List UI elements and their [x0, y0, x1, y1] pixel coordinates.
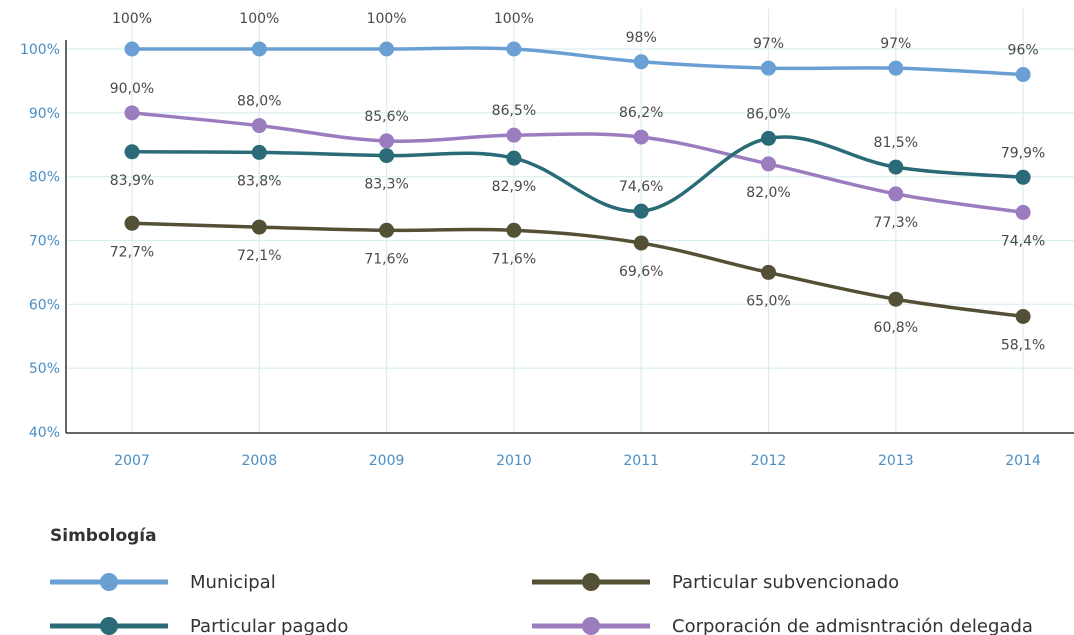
legend-swatch-marker-particular_pagado: [100, 617, 118, 635]
data-point-particular_pagado: [888, 160, 903, 175]
data-label-corporacion: 86,2%: [619, 105, 663, 121]
legend-label-particular_subvencionado: Particular subvencionado: [672, 572, 899, 593]
x-tick-label: 2013: [878, 453, 914, 469]
data-point-particular_subvencionado: [634, 236, 649, 251]
data-point-corporacion: [634, 130, 649, 145]
data-label-particular_subvencionado: 60,8%: [874, 320, 918, 336]
y-tick-label: 70%: [29, 234, 60, 250]
data-label-municipal: 100%: [367, 11, 407, 27]
data-label-municipal: 96%: [1008, 43, 1039, 59]
data-point-corporacion: [252, 118, 267, 133]
legend-swatch-marker-municipal: [100, 573, 118, 591]
data-label-municipal: 100%: [494, 11, 534, 27]
data-label-corporacion: 77,3%: [874, 215, 918, 231]
legend-label-particular_pagado: Particular pagado: [190, 616, 348, 635]
data-label-municipal: 97%: [880, 36, 911, 52]
legend-label-municipal: Municipal: [190, 572, 276, 593]
data-point-corporacion: [888, 186, 903, 201]
data-label-particular_subvencionado: 65,0%: [746, 293, 790, 309]
legend: Municipal Particular subvencionado Particu…: [50, 572, 1033, 635]
data-label-municipal: 97%: [753, 36, 784, 52]
data-point-particular_subvencionado: [888, 292, 903, 307]
data-label-corporacion: 88,0%: [237, 94, 281, 110]
data-point-particular_pagado: [761, 131, 776, 146]
x-tick-label: 2011: [623, 453, 659, 469]
data-label-particular_pagado: 82,9%: [492, 179, 536, 195]
data-label-municipal: 98%: [626, 30, 657, 46]
data-label-particular_pagado: 83,3%: [364, 177, 408, 193]
y-tick-label: 60%: [29, 297, 60, 313]
data-point-corporacion: [379, 133, 394, 148]
data-label-particular_pagado: 83,8%: [237, 173, 281, 189]
data-point-municipal: [379, 42, 394, 57]
data-point-municipal: [1016, 67, 1031, 82]
data-point-particular_pagado: [506, 151, 521, 166]
data-point-particular_subvencionado: [761, 265, 776, 280]
grid-lines: [66, 9, 1074, 432]
data-label-particular_pagado: 74,6%: [619, 179, 663, 195]
x-tick-label: 2009: [369, 453, 405, 469]
data-label-particular_subvencionado: 69,6%: [619, 264, 663, 280]
data-point-particular_pagado: [125, 144, 140, 159]
data-point-particular_subvencionado: [379, 223, 394, 238]
y-tick-label: 40%: [29, 425, 60, 441]
y-tick-label: 50%: [29, 361, 60, 377]
data-point-municipal: [506, 42, 521, 57]
legend-swatch-marker-particular_subvencionado: [582, 573, 600, 591]
y-tick-label: 80%: [29, 170, 60, 186]
data-label-particular_subvencionado: 72,1%: [237, 248, 281, 264]
data-label-corporacion: 85,6%: [364, 109, 408, 125]
data-label-corporacion: 74,4%: [1001, 233, 1045, 249]
data-point-municipal: [252, 42, 267, 57]
x-tick-label: 2008: [241, 453, 277, 469]
y-tick-label: 100%: [20, 42, 60, 58]
data-point-municipal: [125, 42, 140, 57]
x-tick-label: 2007: [114, 453, 150, 469]
data-label-municipal: 100%: [239, 11, 279, 27]
data-point-particular_subvencionado: [252, 220, 267, 235]
data-label-particular_subvencionado: 72,7%: [110, 244, 154, 260]
data-point-particular_pagado: [634, 204, 649, 219]
data-label-particular_pagado: 81,5%: [874, 135, 918, 151]
legend-label-corporacion: Corporación de admisntración delegada: [672, 616, 1033, 635]
data-label-particular_subvencionado: 71,6%: [364, 251, 408, 267]
data-point-corporacion: [1016, 205, 1031, 220]
data-point-municipal: [634, 54, 649, 69]
data-point-municipal: [761, 61, 776, 76]
data-label-corporacion: 86,5%: [492, 103, 536, 119]
data-label-particular_pagado: 83,9%: [110, 173, 154, 189]
data-point-particular_pagado: [379, 148, 394, 163]
legend-title: Simbología: [50, 526, 157, 546]
data-point-particular_pagado: [1016, 170, 1031, 185]
legend-swatch-marker-corporacion: [582, 617, 600, 635]
data-point-particular_pagado: [252, 145, 267, 160]
data-point-particular_subvencionado: [506, 223, 521, 238]
data-point-particular_subvencionado: [125, 216, 140, 231]
data-label-municipal: 100%: [112, 11, 152, 27]
data-label-corporacion: 82,0%: [746, 185, 790, 201]
data-label-particular_pagado: 86,0%: [746, 106, 790, 122]
x-tick-label: 2012: [751, 453, 787, 469]
data-point-corporacion: [506, 128, 521, 143]
axes: 40% 50% 60% 70% 80% 90% 100% 2007 2008 2009 2010 20…: [20, 40, 1074, 469]
x-tick-label: 2010: [496, 453, 532, 469]
y-tick-label: 90%: [29, 106, 60, 122]
data-label-particular_subvencionado: 71,6%: [492, 251, 536, 267]
x-tick-label: 2014: [1005, 453, 1041, 469]
data-label-corporacion: 90,0%: [110, 81, 154, 97]
data-point-corporacion: [761, 156, 776, 171]
data-point-particular_subvencionado: [1016, 309, 1031, 324]
data-point-corporacion: [125, 105, 140, 120]
data-point-municipal: [888, 61, 903, 76]
data-label-particular_pagado: 79,9%: [1001, 145, 1045, 161]
data-label-particular_subvencionado: 58,1%: [1001, 337, 1045, 353]
